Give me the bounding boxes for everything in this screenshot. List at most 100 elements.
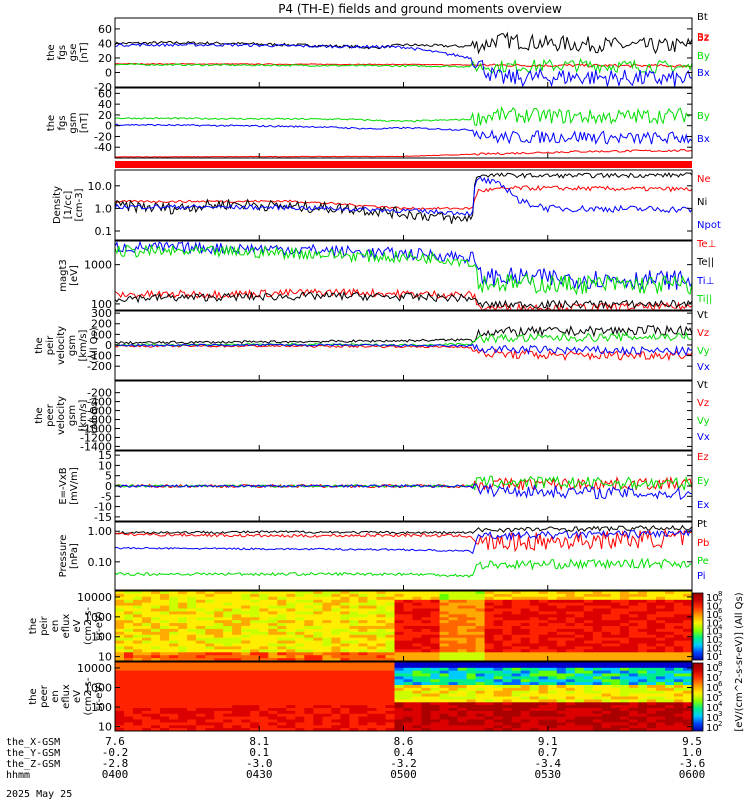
spectrogram-cell xyxy=(295,631,305,636)
spectrogram-cell xyxy=(655,664,666,669)
spectrogram-cell xyxy=(457,679,468,683)
spectrogram-cell xyxy=(466,722,477,726)
spectrogram-cell xyxy=(340,640,350,645)
y-axis-label: (All Qs) xyxy=(89,327,100,364)
spectrogram-cell xyxy=(322,617,332,621)
spectrogram-cell xyxy=(665,611,675,615)
legend-Ti⊥: Ti⊥ xyxy=(696,276,714,287)
spectrogram-cell xyxy=(592,643,603,647)
spectrogram-cell xyxy=(520,679,531,683)
spectrogram-cell xyxy=(241,637,251,642)
spectrogram-cell xyxy=(124,725,134,729)
spectrogram-cell xyxy=(169,640,179,645)
spectrogram-cell xyxy=(646,664,657,669)
spectrogram-cell xyxy=(277,611,287,615)
spectrogram-cell xyxy=(484,620,495,624)
spectrogram-cell xyxy=(142,620,152,624)
spectrogram-cell xyxy=(430,626,441,630)
spectrogram-cell xyxy=(376,602,387,607)
spectrogram-cell xyxy=(340,626,350,630)
spectrogram-cell xyxy=(331,591,341,595)
spectrogram-cell xyxy=(448,652,459,656)
spectrogram-cell xyxy=(295,719,305,723)
spectrogram-cell xyxy=(313,676,323,680)
spectrogram-cell xyxy=(430,696,441,700)
spectrogram-cell xyxy=(376,620,387,624)
spectrogram-cell xyxy=(196,696,206,700)
y-axis-label: Pressure xyxy=(58,535,69,578)
spectrogram-cell xyxy=(556,708,567,712)
spectrogram-cell xyxy=(376,626,387,630)
spectrogram-cell xyxy=(376,649,387,653)
colorbar-exponent: 5 xyxy=(718,690,722,698)
spectrogram-cell xyxy=(349,722,359,726)
spectrogram-cell xyxy=(286,631,296,636)
series-fgs_gsm-By xyxy=(115,105,692,127)
spectrogram-cell xyxy=(232,705,242,709)
spectrogram-cell xyxy=(133,662,143,666)
spectrogram-cell xyxy=(376,713,387,718)
spectrogram-cell xyxy=(205,722,215,726)
spectrogram-cell xyxy=(250,617,260,621)
spectrogram-cell xyxy=(439,605,450,610)
spectrogram-cell xyxy=(250,682,260,686)
spectrogram-cell xyxy=(574,682,585,686)
spectrogram-cell xyxy=(187,702,197,706)
spectrogram-cell xyxy=(646,620,657,624)
spectrogram-cell xyxy=(142,649,152,653)
spectrogram-cell xyxy=(223,702,233,706)
spectrogram-cell xyxy=(385,662,396,666)
spectrogram-cell xyxy=(205,719,215,723)
spectrogram-cell xyxy=(574,722,585,726)
spectrogram-cell xyxy=(286,649,296,653)
spectrogram-cell xyxy=(232,655,242,659)
spectrogram-cell xyxy=(565,725,576,729)
spectrogram-cell xyxy=(277,716,287,721)
spectrogram-cell xyxy=(331,702,341,706)
spectrogram-cell xyxy=(592,608,603,612)
spectrogram-cell xyxy=(529,687,540,692)
spectrogram-cell xyxy=(277,640,287,645)
spectrogram-cell xyxy=(637,685,648,689)
spectrogram-cell xyxy=(646,605,657,610)
legend-Pi: Pi xyxy=(697,571,706,582)
spectrogram-cell xyxy=(232,699,242,703)
spectrogram-cell xyxy=(268,623,278,627)
spectrogram-cell xyxy=(628,593,639,598)
spectrogram-cell xyxy=(565,670,576,675)
spectrogram-cell xyxy=(394,596,405,601)
spectrogram-cell xyxy=(475,690,486,695)
spectrogram-cell xyxy=(448,626,459,630)
spectrogram-cell xyxy=(295,608,305,612)
colorbar-tick: 10 xyxy=(706,635,719,646)
spectrogram-cell xyxy=(484,652,495,656)
colorbar-exponent: 8 xyxy=(718,660,722,668)
spectrogram-cell xyxy=(565,628,576,633)
spectrogram-cell xyxy=(331,655,341,659)
spectrogram-cell xyxy=(232,614,242,618)
spectrogram-cell xyxy=(169,687,179,692)
legend-Vx: Vx xyxy=(697,362,710,373)
spectrogram-cell xyxy=(619,682,630,686)
spectrogram-cell xyxy=(169,716,179,721)
spectrogram-cell xyxy=(646,667,657,672)
spectrogram-cell xyxy=(286,620,296,624)
spectrogram-cell xyxy=(169,705,179,709)
spectrogram-cell xyxy=(493,652,504,656)
spectrogram-cell xyxy=(619,614,630,618)
series-efield-Ey xyxy=(115,475,692,491)
spectrogram-cell xyxy=(655,605,666,610)
spectrogram-cell xyxy=(583,693,594,698)
spectrogram-cell xyxy=(223,614,233,618)
spectrogram-cell xyxy=(304,611,314,615)
y-axis-label: [km/s] xyxy=(78,329,89,361)
spectrogram-cell xyxy=(304,670,314,675)
spectrogram-cell xyxy=(358,676,368,680)
spectrogram-cell xyxy=(250,662,260,666)
spectrogram-cell xyxy=(421,655,432,659)
spectrogram-cell xyxy=(655,719,666,723)
spectrogram-cell xyxy=(529,699,540,703)
spectrogram-cell xyxy=(448,643,459,647)
spectrogram-cell xyxy=(169,643,179,647)
spectrogram-cell xyxy=(214,685,224,689)
